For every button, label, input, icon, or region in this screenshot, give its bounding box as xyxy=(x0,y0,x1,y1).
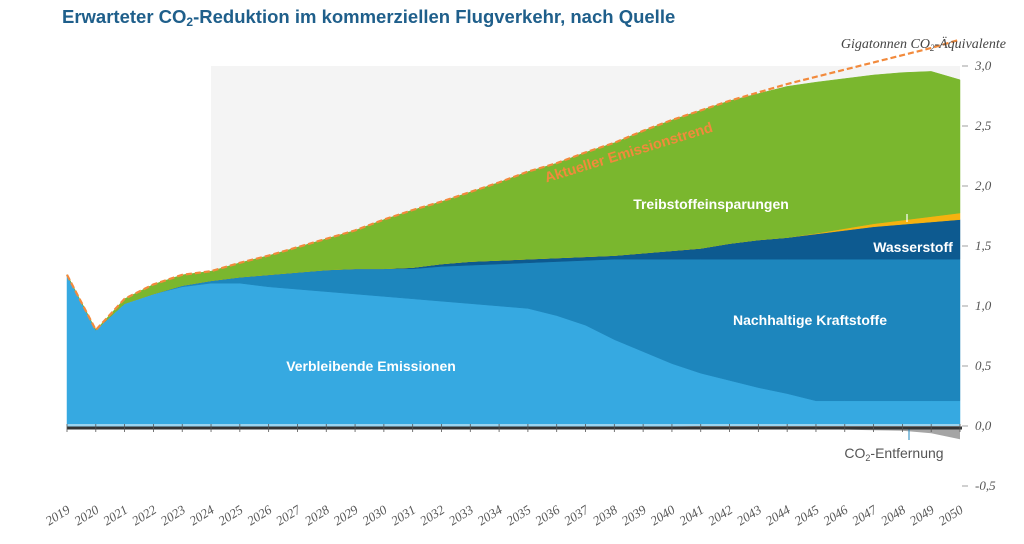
x-tick-label: 2032 xyxy=(417,502,447,529)
x-tick-label: 2048 xyxy=(878,502,908,529)
x-tick-label: 2033 xyxy=(446,502,476,529)
x-tick-label: 2038 xyxy=(590,502,620,529)
y-tick-label: 0,0 xyxy=(975,418,992,433)
removal-sub: 2 xyxy=(865,453,870,463)
label-wasserstoff: Wasserstoff xyxy=(873,239,953,255)
x-tick-label: 2022 xyxy=(129,502,159,529)
x-tick-label: 2026 xyxy=(244,502,274,529)
unit-sub: 2 xyxy=(930,43,935,53)
chart-title: Erwarteter CO2-Reduktion im kommerzielle… xyxy=(62,6,675,29)
x-tick-label: 2035 xyxy=(503,502,533,529)
y-tick-label: 1,0 xyxy=(975,298,992,313)
x-tick-label: 2024 xyxy=(187,502,217,529)
area-layers xyxy=(66,38,961,440)
y-tick-label: 2,5 xyxy=(975,118,992,133)
x-tick-label: 2031 xyxy=(388,502,418,528)
removal-post: -Entfernung xyxy=(870,445,943,461)
x-tick-label: 2030 xyxy=(359,502,389,529)
x-tick-label: 2037 xyxy=(561,502,591,529)
x-tick-label: 2046 xyxy=(820,502,850,529)
title-sub: 2 xyxy=(186,15,194,29)
x-tick-label: 2049 xyxy=(907,502,937,529)
x-tick-label: 2027 xyxy=(273,502,303,529)
title-post: -Reduktion im kommerziellen Flugverkehr,… xyxy=(193,6,676,27)
y-axis-unit-label: Gigatonnen CO2-Äquivalente xyxy=(841,35,1006,53)
x-tick-label: 2045 xyxy=(792,502,822,529)
x-tick-label: 2041 xyxy=(676,502,706,528)
label-treibstoffeinsparungen: Treibstoffeinsparungen xyxy=(633,196,789,212)
x-tick-label: 2021 xyxy=(100,502,130,528)
unit-post: -Äquivalente xyxy=(934,35,1006,52)
y-tick-label: -0,5 xyxy=(975,478,996,493)
label-co2-entfernung: CO2-Entfernung xyxy=(844,445,943,463)
x-tick-label: 2044 xyxy=(763,502,793,529)
y-tick-label: 3,0 xyxy=(974,58,992,73)
x-tick-label: 2025 xyxy=(215,502,245,529)
y-tick-label: 0,5 xyxy=(975,358,992,373)
x-tick-label: 2043 xyxy=(734,502,764,529)
removal-pre: CO xyxy=(844,445,865,461)
x-tick-label: 2028 xyxy=(302,502,332,529)
x-tick-label: 2039 xyxy=(619,502,649,529)
y-tick-label: 2,0 xyxy=(975,178,992,193)
title-pre: Erwarteter CO xyxy=(62,6,187,27)
x-tick-label: 2023 xyxy=(158,502,188,529)
label-nachhaltige-kraftstoffe: Nachhaltige Kraftstoffe xyxy=(733,312,887,328)
trend-line xyxy=(66,38,961,332)
x-tick-label: 2034 xyxy=(475,502,505,529)
y-tick-label: 1,5 xyxy=(975,238,992,253)
x-tick-label: 2047 xyxy=(849,502,879,529)
label-verbleibende-emissionen: Verbleibende Emissionen xyxy=(286,358,456,374)
x-tick-label: 2040 xyxy=(648,502,678,529)
x-tick-label: 2029 xyxy=(331,502,361,529)
x-tick-label: 2050 xyxy=(936,502,966,529)
x-tick-label: 2042 xyxy=(705,502,735,529)
x-tick-label: 2036 xyxy=(532,502,562,529)
x-tick-label: 2019 xyxy=(43,502,73,529)
unit-pre: Gigatonnen CO xyxy=(841,37,930,52)
x-tick-label: 2020 xyxy=(71,502,101,529)
